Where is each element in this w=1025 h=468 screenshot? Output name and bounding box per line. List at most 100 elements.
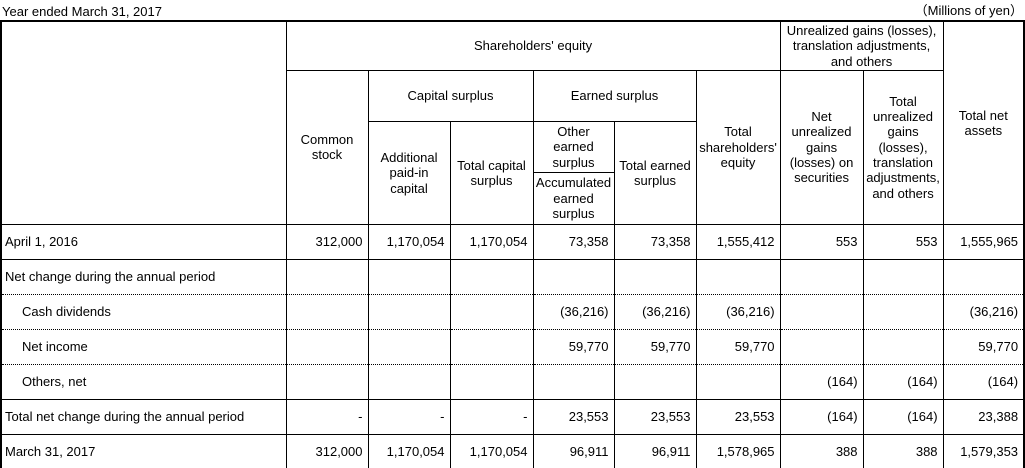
- table-cell: [862, 258, 944, 295]
- table-row-april-1-2016: April 1, 2016 312,000 1,170,054 1,170,05…: [0, 223, 1025, 260]
- table-cell: 388: [779, 433, 864, 468]
- table-cell: [779, 258, 864, 295]
- table-row-march-31-2017: March 31, 2017 312,000 1,170,054 1,170,0…: [0, 433, 1025, 468]
- table-cell: [779, 293, 864, 330]
- table-cell: [532, 363, 615, 400]
- header-earned-surplus: Earned surplus: [532, 69, 697, 122]
- table-row-net-change-heading: Net change during the annual period: [0, 258, 1025, 295]
- table-cell: 96,911: [532, 433, 615, 468]
- row-label: Net change during the annual period: [0, 258, 287, 295]
- header-total-net-assets: Total net assets: [942, 20, 1025, 225]
- table-cell: 1,555,965: [942, 223, 1025, 260]
- table-cell: [779, 328, 864, 365]
- header-common-stock: Common stock: [285, 69, 369, 225]
- table-cell: 312,000: [285, 433, 369, 468]
- table-cell: 23,388: [942, 398, 1025, 435]
- table-row-total-net-change: Total net change during the annual perio…: [0, 398, 1025, 435]
- equity-table: Shareholders' equity Unrealized gains (l…: [0, 20, 1025, 468]
- table-cell: [613, 363, 697, 400]
- table-cell: [942, 258, 1025, 295]
- header-total-capital-surplus: Total capital surplus: [449, 120, 534, 225]
- table-cell: 96,911: [613, 433, 697, 468]
- table-cell: [285, 293, 369, 330]
- table-cell: (36,216): [695, 293, 781, 330]
- table-cell: [367, 363, 451, 400]
- table-cell: (36,216): [613, 293, 697, 330]
- table-cell: -: [367, 398, 451, 435]
- table-cell: 388: [862, 433, 944, 468]
- caption-bar: Year ended March 31, 2017 （Millions of y…: [0, 0, 1025, 20]
- header-row-3: Additional paid-in capital Total capital…: [1, 120, 1024, 225]
- table-cell: 1,170,054: [449, 223, 534, 260]
- table-cell: 1,555,412: [695, 223, 781, 260]
- table-cell: 73,358: [613, 223, 697, 260]
- table-cell: 23,553: [532, 398, 615, 435]
- row-label: March 31, 2017: [0, 433, 287, 468]
- table-cell: (164): [779, 398, 864, 435]
- table-cell: [613, 258, 697, 295]
- table-cell: 553: [862, 223, 944, 260]
- table-cell: [285, 258, 369, 295]
- table-cell: -: [449, 398, 534, 435]
- table-cell: [449, 328, 534, 365]
- table-cell: (164): [862, 363, 944, 400]
- row-label: Cash dividends: [0, 293, 287, 330]
- table-row-cash-dividends: Cash dividends (36,216) (36,216) (36,216…: [0, 293, 1025, 330]
- header-total-shareholders-equity: Total shareholders' equity: [695, 69, 781, 225]
- table-cell: [367, 328, 451, 365]
- header-row-1: Shareholders' equity Unrealized gains (l…: [0, 20, 1025, 225]
- table-cell: [285, 328, 369, 365]
- header-additional-paid-in-capital: Additional paid-in capital: [367, 120, 451, 225]
- header-unrealized-group: Unrealized gains (losses), translation a…: [779, 20, 944, 71]
- table-cell: (164): [779, 363, 864, 400]
- table-cell: [862, 328, 944, 365]
- header-net-unrealized-gains: Net unrealized gains (losses) on securit…: [779, 69, 864, 225]
- header-row-4: Accumulated earned surplus: [1, 171, 1024, 225]
- table-row-others-net: Others, net (164) (164) (164): [0, 363, 1025, 400]
- table-cell: [367, 293, 451, 330]
- header-other-earned-surplus: Other earned surplus: [532, 120, 615, 173]
- table-cell: -: [285, 398, 369, 435]
- table-cell: [449, 258, 534, 295]
- table-cell: 59,770: [613, 328, 697, 365]
- row-label: Total net change during the annual perio…: [0, 398, 287, 435]
- table-cell: (164): [862, 398, 944, 435]
- header-row-2: Common stock Capital surplus Earned surp…: [1, 69, 1024, 225]
- table-cell: 73,358: [532, 223, 615, 260]
- table-row-net-income: Net income 59,770 59,770 59,770 59,770: [0, 328, 1025, 365]
- row-label: April 1, 2016: [0, 223, 287, 260]
- row-label: Others, net: [0, 363, 287, 400]
- table-header: Shareholders' equity Unrealized gains (l…: [0, 20, 1025, 225]
- header-accumulated-earned-surplus: Accumulated earned surplus: [532, 171, 615, 225]
- table-body: April 1, 2016 312,000 1,170,054 1,170,05…: [0, 223, 1025, 468]
- table-cell: 1,170,054: [367, 433, 451, 468]
- table-cell: [862, 293, 944, 330]
- header-total-unrealized-gains: Total unrealized gains (losses), transla…: [862, 69, 944, 225]
- table-cell: 1,579,353: [942, 433, 1025, 468]
- table-cell: (36,216): [532, 293, 615, 330]
- table-cell: 59,770: [695, 328, 781, 365]
- table-cell: (36,216): [942, 293, 1025, 330]
- table-cell: [285, 363, 369, 400]
- table-cell: 23,553: [613, 398, 697, 435]
- table-cell: [449, 293, 534, 330]
- table-cell: (164): [942, 363, 1025, 400]
- table-cell: 1,170,054: [367, 223, 451, 260]
- period-caption: Year ended March 31, 2017: [2, 4, 162, 19]
- header-capital-surplus: Capital surplus: [367, 69, 534, 122]
- table-cell: [695, 363, 781, 400]
- table-cell: [367, 258, 451, 295]
- table-cell: 553: [779, 223, 864, 260]
- table-cell: 23,553: [695, 398, 781, 435]
- header-shareholders-equity: Shareholders' equity: [285, 20, 781, 71]
- header-total-earned-surplus: Total earned surplus: [613, 120, 697, 225]
- table-cell: 1,170,054: [449, 433, 534, 468]
- table-cell: 312,000: [285, 223, 369, 260]
- row-label: Net income: [0, 328, 287, 365]
- table-cell: [532, 258, 615, 295]
- table-cell: [449, 363, 534, 400]
- table-cell: 1,578,965: [695, 433, 781, 468]
- corner-cell: [0, 20, 287, 225]
- table-cell: [695, 258, 781, 295]
